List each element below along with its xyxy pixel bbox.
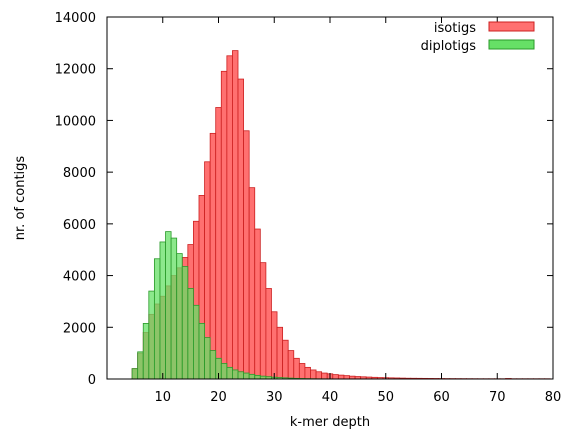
y-axis-label: nr. of contigs [13,156,28,241]
x-axis-label: k-mer depth [290,415,370,430]
bar-diplotigs-21 [220,363,228,380]
y-tick-label-6000: 6000 [63,218,96,233]
y-tick-label-8000: 8000 [63,166,96,181]
bar-isotigs-28 [259,262,267,380]
bar-diplotigs-6 [137,351,144,380]
bar-isotigs-42 [337,374,345,380]
bar-isotigs-19 [209,132,217,380]
y-tick-label-4000: 4000 [63,270,96,285]
bar-isotigs-35 [298,363,306,380]
bar-diplotigs-26 [248,373,256,380]
y-tick-label-12000: 12000 [55,63,96,78]
legend-swatch-diplotigs [488,39,535,50]
bar-isotigs-30 [271,311,278,380]
x-tick-labels: 10 20 30 40 50 60 70 80 [154,390,561,405]
x-tick-label-70: 70 [489,390,506,405]
bar-isotigs-26 [248,187,256,380]
bar-isotigs-37 [310,369,317,380]
bar-diplotigs-9 [153,258,161,380]
bar-diplotigs-16 [193,304,200,380]
y-tick-label-0: 0 [88,373,96,388]
legend-swatch-isotigs [488,21,535,32]
bar-isotigs-20 [215,107,222,380]
bar-diplotigs-23 [232,369,239,380]
x-tick-label-20: 20 [210,390,227,405]
bar-isotigs-33 [287,350,295,380]
y-tick-labels: 0 2000 4000 6000 8000 10000 12000 14000 [55,11,96,388]
y-tick-label-10000: 10000 [55,114,96,129]
x-tick-label-50: 50 [377,390,394,405]
bar-diplotigs-11 [165,231,172,380]
bar-diplotigs-22 [226,366,233,380]
bar-diplotigs-10 [159,241,166,380]
bar-diplotigs-17 [198,323,205,380]
x-tick-label-40: 40 [322,390,339,405]
bar-isotigs-34 [293,357,300,380]
bar-isotigs-25 [243,130,250,380]
bar-diplotigs-19 [209,350,217,380]
bar-isotigs-36 [304,366,311,380]
bar-diplotigs-7 [142,323,150,380]
bar-diplotigs-27 [254,374,261,380]
bar-isotigs-22 [226,55,233,380]
y-tick-label-14000: 14000 [55,11,96,26]
bar-isotigs-24 [237,78,244,380]
x-tick-label-80: 80 [545,390,562,405]
bar-isotigs-41 [332,374,339,380]
x-tick-label-60: 60 [433,390,450,405]
x-tick-label-10: 10 [154,390,171,405]
bar-diplotigs-13 [176,253,183,380]
bar-diplotigs-25 [243,372,250,380]
bar-isotigs-38 [315,371,323,380]
bar-diplotigs-5 [131,368,139,380]
bar-isotigs-23 [232,50,239,380]
axis-ticks [107,16,554,380]
bar-diplotigs-8 [148,290,155,380]
bar-diplotigs-14 [181,266,189,380]
bar-isotigs-43 [343,375,350,380]
legend-label-isotigs: isotigs [434,21,476,36]
bar-diplotigs-15 [187,288,194,380]
bar-diplotigs-12 [170,237,178,380]
legend: isotigs diplotigs [421,21,535,54]
bar-diplotigs-18 [204,337,211,380]
bar-isotigs-29 [265,288,272,380]
bar-isotigs-39 [321,372,328,380]
bar-isotigs-31 [276,326,284,380]
x-tick-label-30: 30 [266,390,283,405]
legend-label-diplotigs: diplotigs [421,39,477,54]
bar-isotigs-27 [254,228,261,380]
bar-diplotigs-24 [237,371,244,380]
y-tick-label-2000: 2000 [63,321,96,336]
bar-isotigs-21 [220,70,228,380]
bar-isotigs-32 [282,339,289,380]
